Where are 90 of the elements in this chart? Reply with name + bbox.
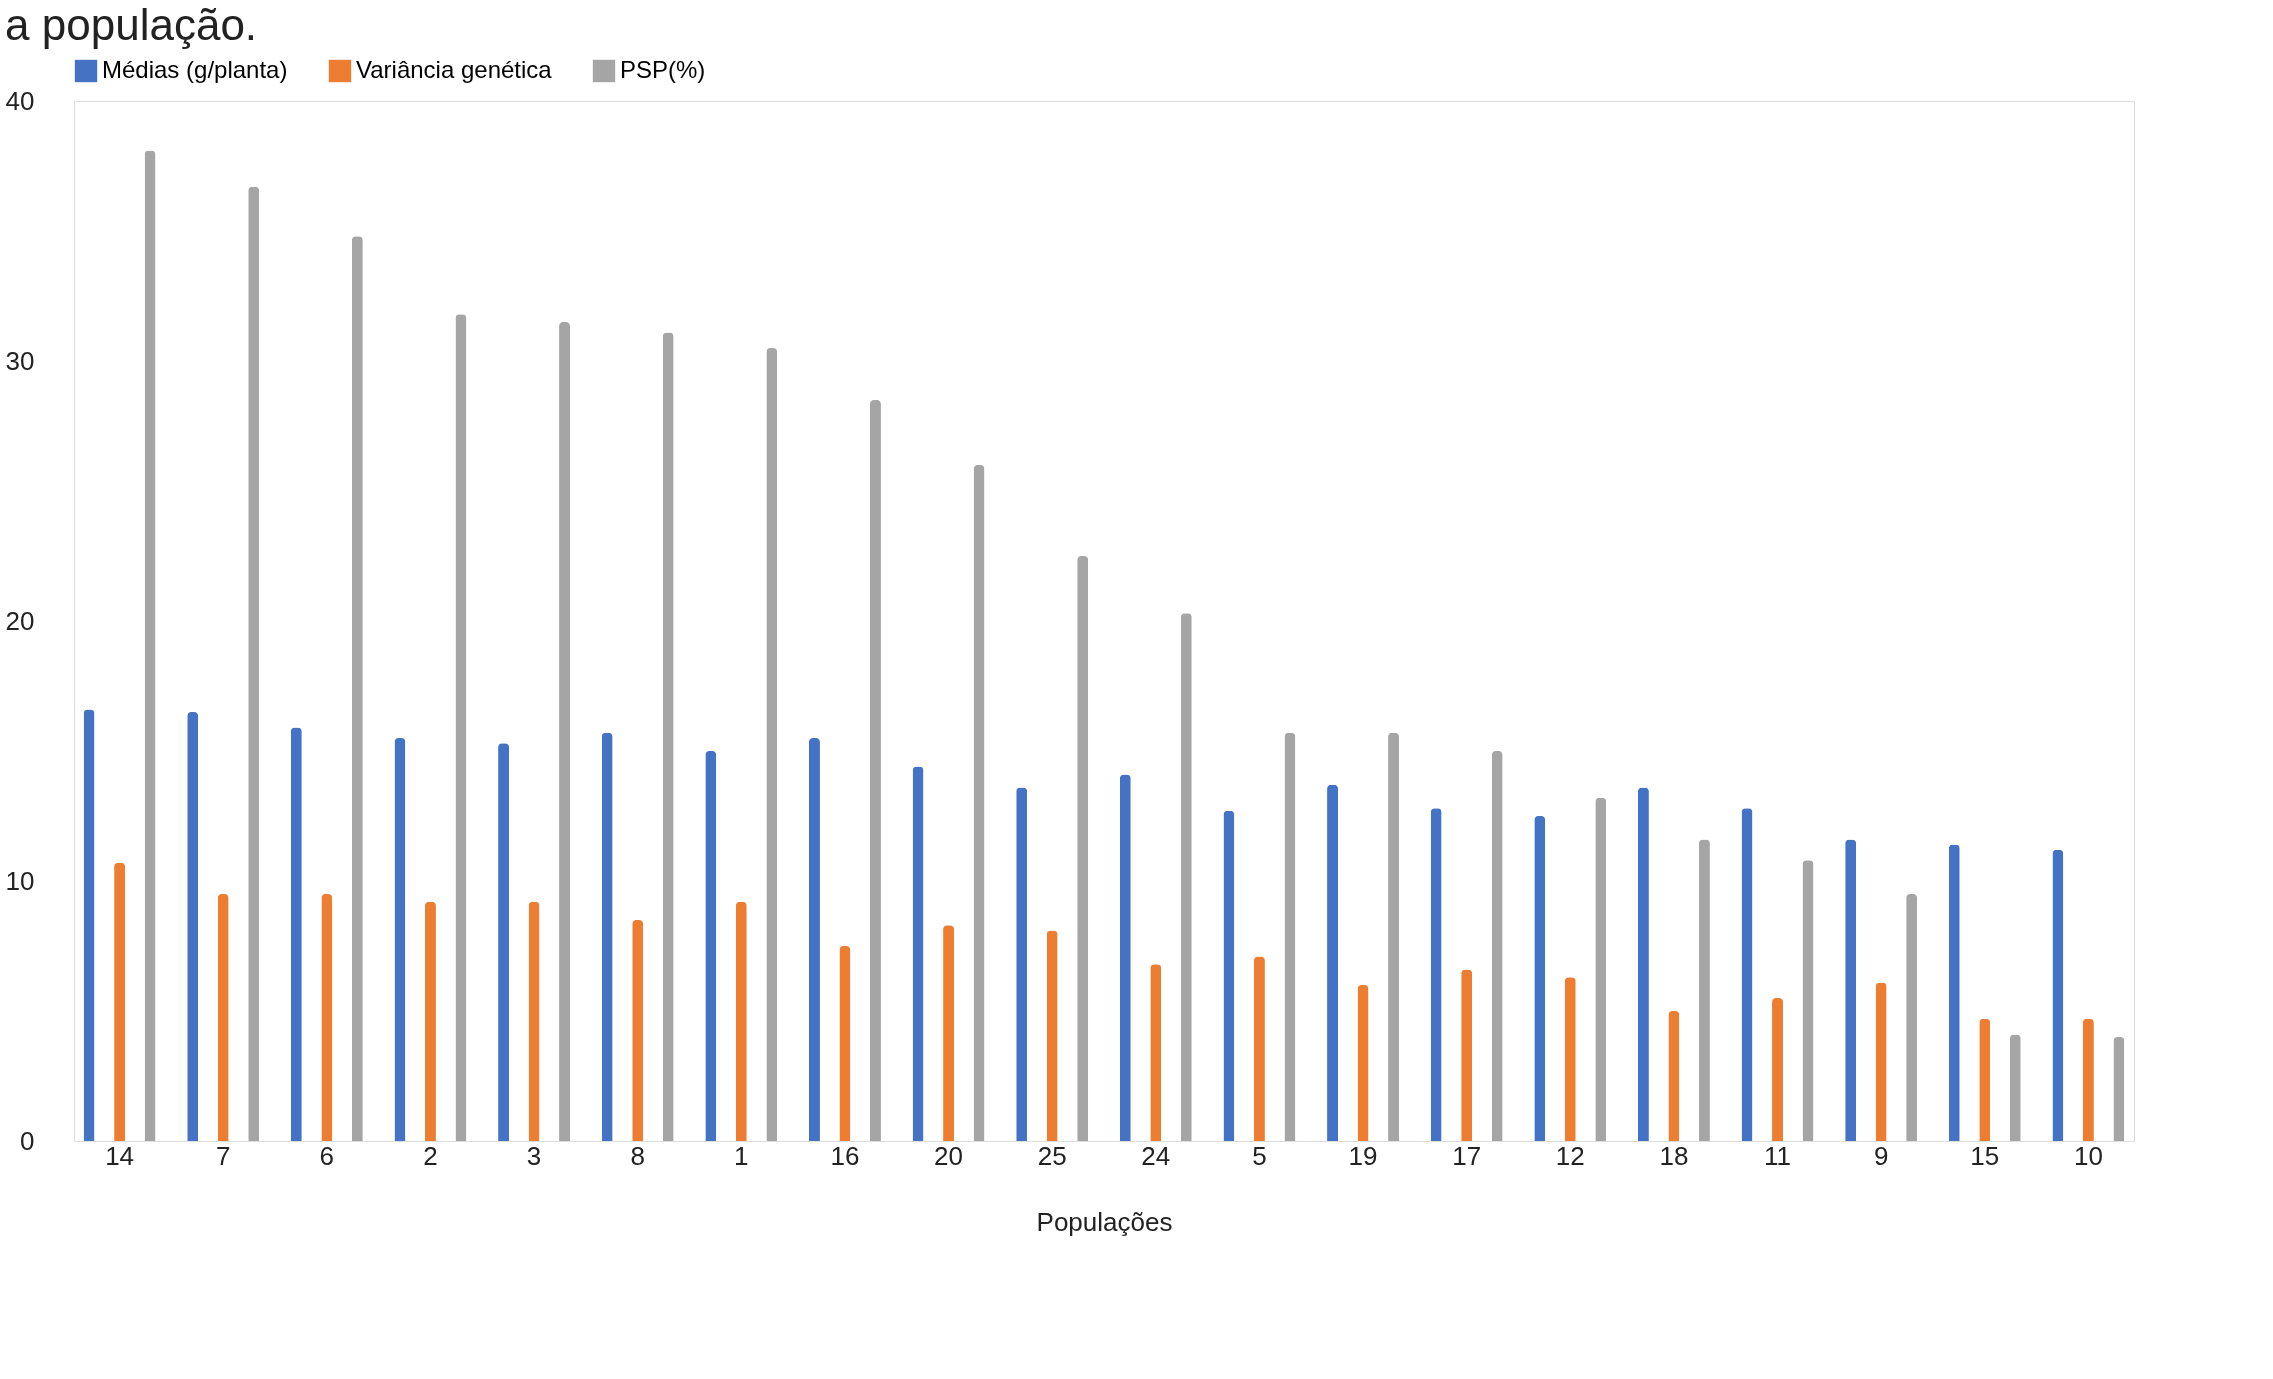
bar [528,901,540,1141]
bar [1016,787,1028,1141]
y-tick-label: 30 [5,345,35,376]
bar [1046,930,1058,1141]
bar [662,332,674,1141]
bar [1223,810,1235,1141]
legend-label: Variância genética [356,56,553,83]
bar [1772,998,1784,1141]
bar [1327,784,1339,1141]
x-tick-label: 11 [1764,1140,1792,1171]
bar [2009,1034,2021,1141]
x-tick-label: 3 [526,1140,542,1171]
bar [114,862,126,1141]
bar [83,709,95,1141]
bar [498,743,510,1141]
bar [1284,732,1296,1141]
bar [187,712,199,1141]
x-tick-label: 10 [2073,1140,2103,1171]
bar [1637,787,1649,1141]
x-tick-label: 17 [1452,1140,1482,1171]
x-tick-label: 12 [1555,1140,1585,1171]
bar [632,920,644,1141]
bar [1948,844,1960,1141]
bar [1430,808,1442,1141]
bar [1534,816,1546,1141]
bar [1461,969,1473,1141]
y-tick-label: 40 [5,85,35,116]
bar [1979,1018,1991,1141]
bar [248,186,260,1141]
bar [321,894,333,1141]
bar [1253,956,1265,1141]
bar [1357,985,1369,1141]
bar [1180,613,1192,1141]
bar [869,400,881,1141]
bar [1077,556,1089,1141]
bar [1802,860,1814,1141]
bar [394,738,406,1141]
x-tick-label: 1 [734,1140,749,1171]
y-tick-label: 0 [20,1125,35,1156]
x-tick-label: 14 [105,1140,135,1171]
bar [217,894,229,1141]
x-tick-label: 18 [1659,1140,1689,1171]
legend-label: PSP(%) [620,56,706,83]
x-tick-label: 20 [934,1140,964,1171]
bar [912,766,924,1141]
bar [1388,732,1400,1141]
x-tick-label: 16 [830,1140,860,1171]
bar [1906,894,1918,1141]
bar [1595,797,1607,1141]
bar [144,150,156,1141]
bar [1150,964,1162,1141]
bar [973,465,985,1141]
legend-label: Médias (g/planta) [102,56,288,83]
bar [1698,839,1710,1141]
bar [839,946,851,1141]
x-tick-label: 6 [319,1140,335,1171]
bar [943,925,955,1141]
x-tick-label: 9 [1873,1140,1889,1171]
x-tick-label: 7 [215,1140,231,1171]
bar [290,727,302,1141]
bar [766,348,778,1141]
bar [1491,751,1503,1141]
bar [559,322,571,1141]
x-tick-label: 19 [1348,1140,1378,1171]
bar [735,901,747,1141]
x-tick-label: 25 [1037,1140,1067,1171]
x-tick-label: 8 [630,1140,645,1171]
bar [705,751,717,1141]
bar [601,732,613,1141]
bar [455,314,467,1141]
bar [2052,849,2064,1141]
x-tick-label: 2 [423,1140,438,1171]
bar [2113,1037,2125,1141]
bar [1668,1011,1680,1141]
y-tick-label: 20 [5,605,35,636]
x-tick-label: 15 [1970,1140,2000,1171]
bar [1119,774,1131,1141]
y-tick-label: 10 [5,865,35,896]
x-axis-title: Populações [1036,1206,1173,1237]
bar [424,901,436,1141]
bar [2082,1018,2094,1141]
bar [1875,982,1887,1141]
bar [351,236,363,1141]
bar [1845,839,1857,1141]
x-tick-label: 5 [1252,1140,1267,1171]
bar [808,738,820,1141]
chart-title: a população. [5,0,258,49]
bar [1564,977,1576,1141]
x-tick-label: 24 [1141,1140,1171,1171]
bar [1741,808,1753,1141]
